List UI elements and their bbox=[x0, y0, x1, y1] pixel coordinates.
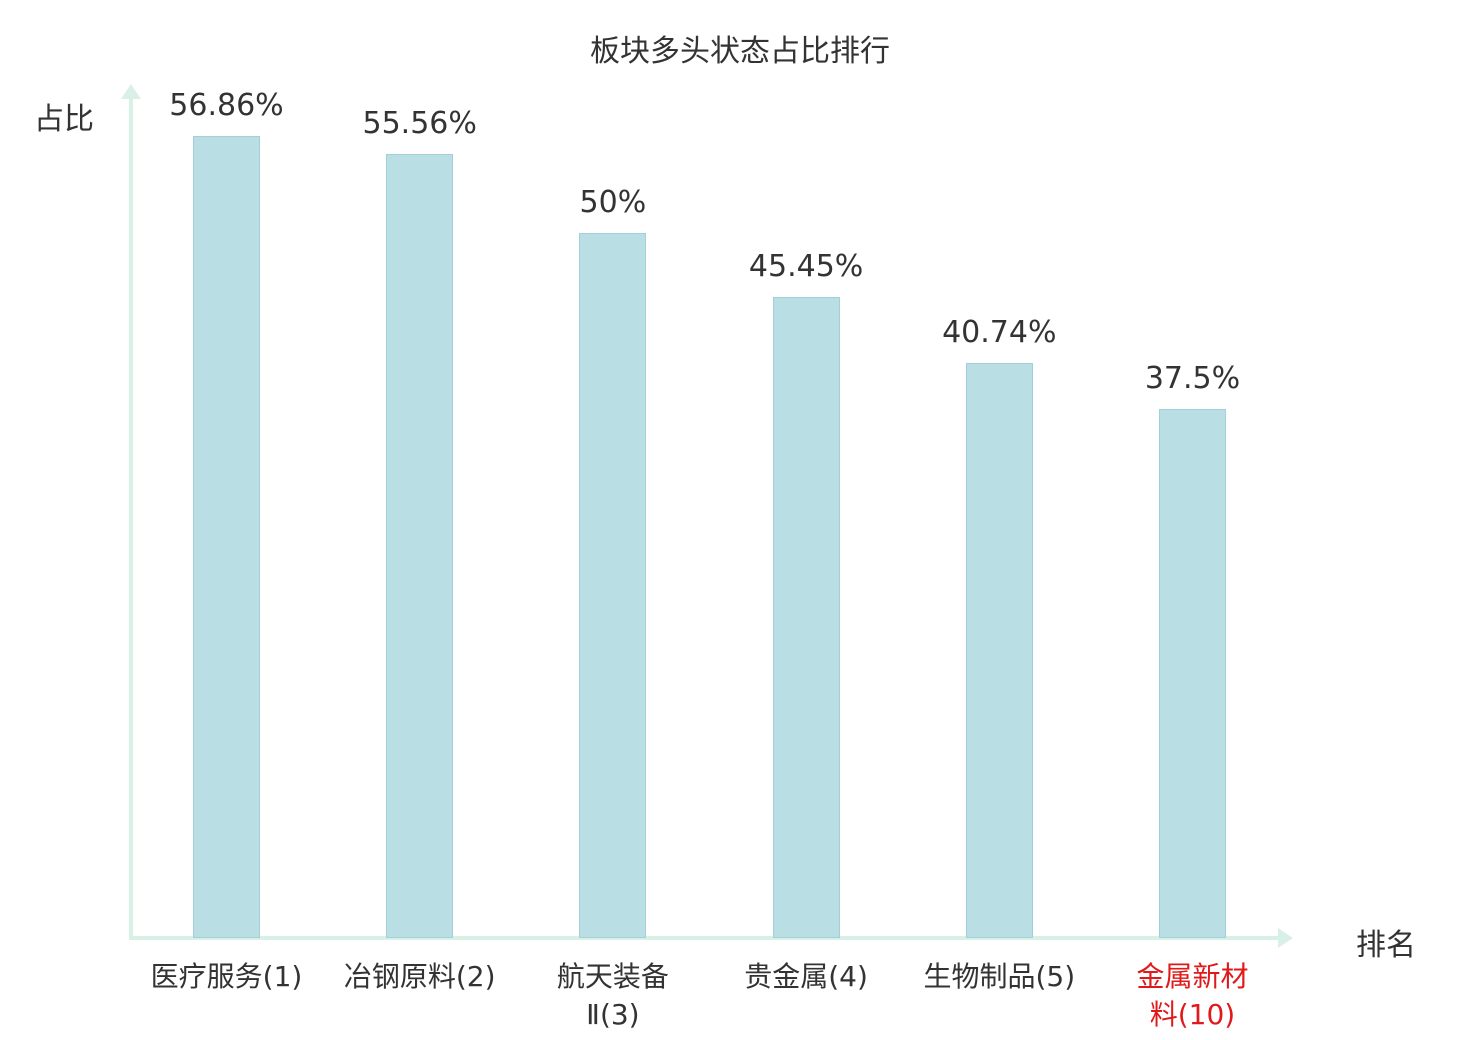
y-axis-label: 占比 bbox=[34, 102, 94, 137]
x-tick-label: 航天装备 Ⅱ(3) bbox=[556, 960, 669, 1031]
bar bbox=[193, 136, 260, 938]
x-tick-label: 医疗服务(1) bbox=[150, 960, 303, 993]
bar bbox=[965, 363, 1033, 938]
chart-title: 板块多头状态占比排行 bbox=[590, 34, 890, 69]
x-axis-label: 排名 bbox=[1356, 928, 1416, 963]
bar bbox=[772, 296, 840, 938]
x-tick-label: 金属新材 料(10) bbox=[1136, 960, 1249, 1031]
bar bbox=[386, 154, 454, 938]
bar-value-label: 56.86% bbox=[169, 88, 284, 123]
bar bbox=[579, 232, 647, 938]
x-tick-label: 冶钢原料(2) bbox=[343, 960, 496, 993]
bar-value-label: 40.74% bbox=[942, 315, 1057, 351]
x-tick-label: 贵金属(4) bbox=[744, 960, 868, 993]
bar-value-label: 50% bbox=[579, 184, 647, 220]
bar bbox=[1159, 409, 1226, 938]
x-axis-arrow-icon bbox=[1278, 928, 1293, 948]
bar-value-label: 45.45% bbox=[748, 248, 864, 284]
y-axis-line bbox=[129, 98, 133, 940]
bar-value-label: 55.56% bbox=[362, 106, 477, 142]
x-axis-line bbox=[129, 936, 1279, 940]
x-tick-label: 生物制品(5) bbox=[923, 960, 1076, 993]
y-axis-arrow-icon bbox=[121, 84, 141, 99]
bar-value-label: 37.5% bbox=[1144, 361, 1241, 397]
